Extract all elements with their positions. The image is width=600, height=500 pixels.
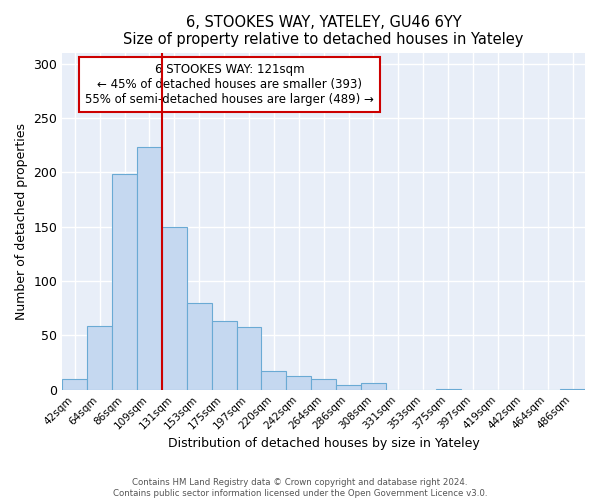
Bar [187,303,212,390]
Bar [212,321,236,390]
Bar [112,174,137,390]
Bar [236,326,262,390]
Bar [262,371,286,390]
Bar [361,383,386,390]
Text: 6 STOOKES WAY: 121sqm
← 45% of detached houses are smaller (393)
55% of semi-det: 6 STOOKES WAY: 121sqm ← 45% of detached … [85,63,374,106]
Bar [436,388,461,390]
Bar [87,326,112,390]
Bar [336,386,361,390]
Title: 6, STOOKES WAY, YATELEY, GU46 6YY
Size of property relative to detached houses i: 6, STOOKES WAY, YATELEY, GU46 6YY Size o… [124,15,524,48]
X-axis label: Distribution of detached houses by size in Yateley: Distribution of detached houses by size … [168,437,479,450]
Text: Contains HM Land Registry data © Crown copyright and database right 2024.
Contai: Contains HM Land Registry data © Crown c… [113,478,487,498]
Bar [62,379,87,390]
Bar [286,376,311,390]
Bar [137,148,162,390]
Bar [560,388,585,390]
Bar [162,226,187,390]
Bar [311,379,336,390]
Y-axis label: Number of detached properties: Number of detached properties [15,122,28,320]
